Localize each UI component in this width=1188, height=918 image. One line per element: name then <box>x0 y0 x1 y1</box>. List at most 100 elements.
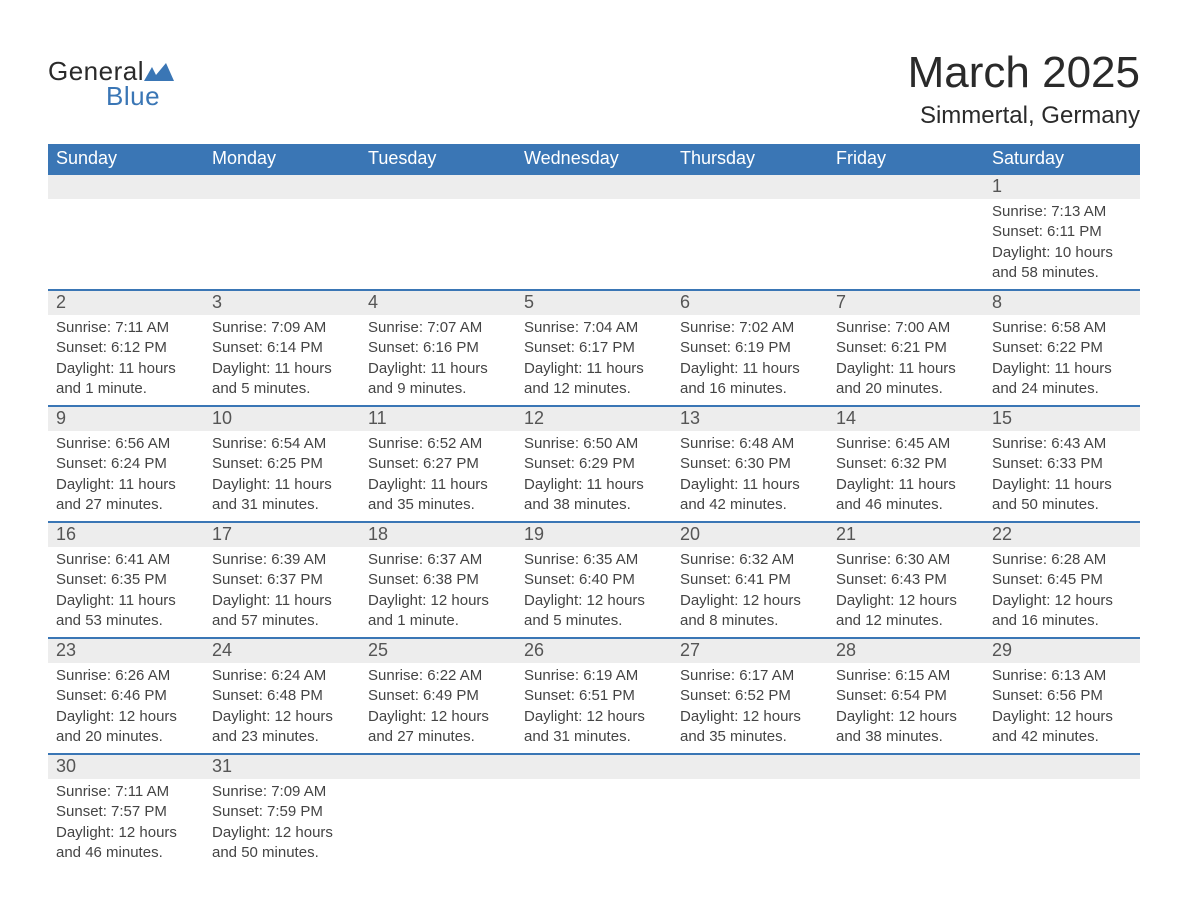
calendar-cell: 18Sunrise: 6:37 AMSunset: 6:38 PMDayligh… <box>360 522 516 638</box>
day-body: Sunrise: 6:56 AMSunset: 6:24 PMDaylight:… <box>48 431 204 521</box>
sunrise-line: Sunrise: 6:17 AM <box>680 666 820 686</box>
daylight-line: Daylight: 12 hours and 1 minute. <box>368 591 508 632</box>
sunset-line: Sunset: 6:35 PM <box>56 570 196 590</box>
daylight-line: Daylight: 12 hours and 50 minutes. <box>212 823 352 864</box>
sunset-line: Sunset: 6:19 PM <box>680 338 820 358</box>
day-number: 15 <box>984 407 1140 431</box>
daylight-line: Daylight: 11 hours and 53 minutes. <box>56 591 196 632</box>
daylight-line: Daylight: 11 hours and 9 minutes. <box>368 359 508 400</box>
sunset-line: Sunset: 6:27 PM <box>368 454 508 474</box>
day-number: 27 <box>672 639 828 663</box>
day-body <box>360 779 516 859</box>
daylight-line: Daylight: 12 hours and 5 minutes. <box>524 591 664 632</box>
day-number: 29 <box>984 639 1140 663</box>
calendar-cell <box>516 174 672 290</box>
day-body: Sunrise: 6:32 AMSunset: 6:41 PMDaylight:… <box>672 547 828 637</box>
sunset-line: Sunset: 6:29 PM <box>524 454 664 474</box>
calendar-cell: 28Sunrise: 6:15 AMSunset: 6:54 PMDayligh… <box>828 638 984 754</box>
daylight-line: Daylight: 12 hours and 16 minutes. <box>992 591 1132 632</box>
day-number: 13 <box>672 407 828 431</box>
day-number: 22 <box>984 523 1140 547</box>
day-number: 31 <box>204 755 360 779</box>
day-body: Sunrise: 6:30 AMSunset: 6:43 PMDaylight:… <box>828 547 984 637</box>
day-number: 6 <box>672 291 828 315</box>
daylight-line: Daylight: 10 hours and 58 minutes. <box>992 243 1132 284</box>
daylight-line: Daylight: 12 hours and 27 minutes. <box>368 707 508 748</box>
calendar-cell: 1Sunrise: 7:13 AMSunset: 6:11 PMDaylight… <box>984 174 1140 290</box>
day-body: Sunrise: 7:13 AMSunset: 6:11 PMDaylight:… <box>984 199 1140 289</box>
day-header: Saturday <box>984 144 1140 174</box>
daylight-line: Daylight: 12 hours and 8 minutes. <box>680 591 820 632</box>
day-number: 21 <box>828 523 984 547</box>
sunrise-line: Sunrise: 7:02 AM <box>680 318 820 338</box>
sunrise-line: Sunrise: 7:11 AM <box>56 318 196 338</box>
day-body: Sunrise: 7:09 AMSunset: 7:59 PMDaylight:… <box>204 779 360 869</box>
daylight-line: Daylight: 11 hours and 42 minutes. <box>680 475 820 516</box>
day-body: Sunrise: 6:43 AMSunset: 6:33 PMDaylight:… <box>984 431 1140 521</box>
calendar-week-row: 2Sunrise: 7:11 AMSunset: 6:12 PMDaylight… <box>48 290 1140 406</box>
calendar-cell <box>828 754 984 869</box>
calendar-cell <box>360 754 516 869</box>
day-body: Sunrise: 6:22 AMSunset: 6:49 PMDaylight:… <box>360 663 516 753</box>
sunrise-line: Sunrise: 6:26 AM <box>56 666 196 686</box>
day-number: 12 <box>516 407 672 431</box>
sunset-line: Sunset: 7:57 PM <box>56 802 196 822</box>
daylight-line: Daylight: 11 hours and 57 minutes. <box>212 591 352 632</box>
calendar-cell: 9Sunrise: 6:56 AMSunset: 6:24 PMDaylight… <box>48 406 204 522</box>
day-number: 10 <box>204 407 360 431</box>
sunrise-line: Sunrise: 6:37 AM <box>368 550 508 570</box>
day-number <box>828 755 984 779</box>
day-body <box>828 779 984 859</box>
calendar-cell: 13Sunrise: 6:48 AMSunset: 6:30 PMDayligh… <box>672 406 828 522</box>
sunset-line: Sunset: 6:54 PM <box>836 686 976 706</box>
day-number: 16 <box>48 523 204 547</box>
calendar-cell: 8Sunrise: 6:58 AMSunset: 6:22 PMDaylight… <box>984 290 1140 406</box>
calendar-cell: 2Sunrise: 7:11 AMSunset: 6:12 PMDaylight… <box>48 290 204 406</box>
calendar-cell: 14Sunrise: 6:45 AMSunset: 6:32 PMDayligh… <box>828 406 984 522</box>
daylight-line: Daylight: 12 hours and 23 minutes. <box>212 707 352 748</box>
sunrise-line: Sunrise: 6:24 AM <box>212 666 352 686</box>
sunrise-line: Sunrise: 6:56 AM <box>56 434 196 454</box>
sunrise-line: Sunrise: 6:54 AM <box>212 434 352 454</box>
day-number: 9 <box>48 407 204 431</box>
day-body: Sunrise: 6:28 AMSunset: 6:45 PMDaylight:… <box>984 547 1140 637</box>
calendar-cell <box>672 174 828 290</box>
daylight-line: Daylight: 11 hours and 12 minutes. <box>524 359 664 400</box>
daylight-line: Daylight: 12 hours and 38 minutes. <box>836 707 976 748</box>
sunset-line: Sunset: 6:48 PM <box>212 686 352 706</box>
daylight-line: Daylight: 12 hours and 42 minutes. <box>992 707 1132 748</box>
sunset-line: Sunset: 6:52 PM <box>680 686 820 706</box>
daylight-line: Daylight: 11 hours and 50 minutes. <box>992 475 1132 516</box>
sunset-line: Sunset: 6:14 PM <box>212 338 352 358</box>
calendar-cell: 24Sunrise: 6:24 AMSunset: 6:48 PMDayligh… <box>204 638 360 754</box>
sunset-line: Sunset: 6:46 PM <box>56 686 196 706</box>
sunset-line: Sunset: 6:43 PM <box>836 570 976 590</box>
title-block: March 2025 Simmertal, Germany <box>908 48 1140 130</box>
calendar-cell: 11Sunrise: 6:52 AMSunset: 6:27 PMDayligh… <box>360 406 516 522</box>
calendar-cell: 30Sunrise: 7:11 AMSunset: 7:57 PMDayligh… <box>48 754 204 869</box>
sunset-line: Sunset: 6:11 PM <box>992 222 1132 242</box>
day-number: 28 <box>828 639 984 663</box>
sunset-line: Sunset: 6:33 PM <box>992 454 1132 474</box>
sunset-line: Sunset: 6:56 PM <box>992 686 1132 706</box>
calendar-cell: 17Sunrise: 6:39 AMSunset: 6:37 PMDayligh… <box>204 522 360 638</box>
sunset-line: Sunset: 6:49 PM <box>368 686 508 706</box>
day-body: Sunrise: 7:09 AMSunset: 6:14 PMDaylight:… <box>204 315 360 405</box>
day-body: Sunrise: 6:58 AMSunset: 6:22 PMDaylight:… <box>984 315 1140 405</box>
calendar-cell: 19Sunrise: 6:35 AMSunset: 6:40 PMDayligh… <box>516 522 672 638</box>
day-header: Thursday <box>672 144 828 174</box>
day-number: 7 <box>828 291 984 315</box>
calendar-cell: 12Sunrise: 6:50 AMSunset: 6:29 PMDayligh… <box>516 406 672 522</box>
sunrise-line: Sunrise: 6:50 AM <box>524 434 664 454</box>
logo-text-blue: Blue <box>106 81 174 112</box>
sunrise-line: Sunrise: 7:09 AM <box>212 318 352 338</box>
sunset-line: Sunset: 6:17 PM <box>524 338 664 358</box>
calendar-week-row: 1Sunrise: 7:13 AMSunset: 6:11 PMDaylight… <box>48 174 1140 290</box>
day-body: Sunrise: 7:07 AMSunset: 6:16 PMDaylight:… <box>360 315 516 405</box>
day-header: Wednesday <box>516 144 672 174</box>
day-number <box>672 755 828 779</box>
calendar-cell: 5Sunrise: 7:04 AMSunset: 6:17 PMDaylight… <box>516 290 672 406</box>
sunrise-line: Sunrise: 6:43 AM <box>992 434 1132 454</box>
calendar-cell: 25Sunrise: 6:22 AMSunset: 6:49 PMDayligh… <box>360 638 516 754</box>
day-body: Sunrise: 6:24 AMSunset: 6:48 PMDaylight:… <box>204 663 360 753</box>
